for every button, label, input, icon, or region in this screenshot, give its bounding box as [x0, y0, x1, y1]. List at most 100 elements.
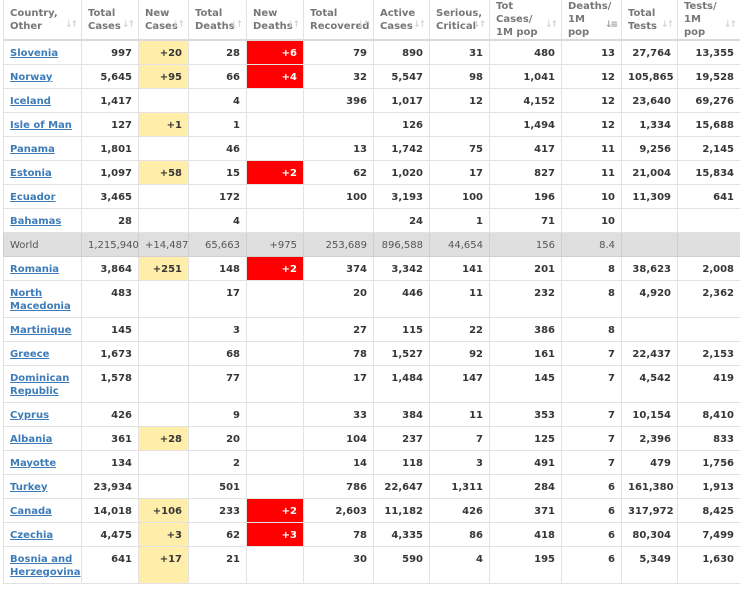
column-header-total-cases[interactable]: Total Cases ↓↑ — [81, 0, 139, 41]
country-link[interactable]: Czechia — [10, 529, 54, 541]
country-link[interactable]: Cyprus — [10, 409, 50, 421]
header-label-line1: New — [253, 7, 278, 19]
cell-country: Isle of Man — [3, 112, 82, 137]
sort-icon[interactable]: ↓↑ — [64, 20, 78, 30]
cell-new-cases — [138, 280, 189, 318]
country-link[interactable]: Canada — [10, 505, 52, 517]
cell-tests-per-1m: 2,153 — [677, 341, 740, 366]
cell-active-cases: 115 — [373, 317, 430, 342]
country-link[interactable]: Turkey — [10, 481, 48, 493]
cell-deaths-per-1m: 12 — [561, 112, 622, 137]
cell-new-deaths: +2 — [246, 498, 304, 523]
cell-active-cases: 896,588 — [373, 232, 430, 257]
cell-new-cases: +58 — [138, 160, 189, 185]
cell-new-cases: +251 — [138, 256, 189, 281]
sort-icon[interactable]: ↓↑ — [412, 20, 426, 30]
cell-serious-critical: 11 — [429, 280, 490, 318]
column-header-total-deaths[interactable]: Total Deaths ↓↑ — [188, 0, 247, 41]
sort-icon[interactable]: ↓↑ — [286, 20, 300, 30]
column-header-total-recovered[interactable]: Total Recovered ↓↑ — [303, 0, 374, 41]
header-label-line2: Cases — [380, 20, 413, 32]
column-header-total-tests[interactable]: Total Tests ↓↑ — [621, 0, 678, 41]
country-link[interactable]: Norway — [10, 71, 53, 83]
cell-deaths-per-1m: 6 — [561, 546, 622, 584]
country-link[interactable]: Slovenia — [10, 48, 59, 59]
cell-tests-per-1m: 19,528 — [677, 64, 740, 89]
country-link[interactable]: Bahamas — [10, 215, 62, 227]
cell-total-recovered: 32 — [303, 64, 374, 89]
sort-icon[interactable]: ↓↑ — [660, 20, 674, 30]
table-body: Slovenia 997 +20 28 +6 79 890 31 480 13 27,764 13,3… — [3, 40, 740, 584]
country-link[interactable]: Iceland — [10, 95, 51, 107]
cell-deaths-per-1m: 12 — [561, 64, 622, 89]
cell-total-deaths: 28 — [188, 40, 247, 65]
cell-new-deaths — [246, 341, 304, 366]
cell-new-deaths — [246, 474, 304, 499]
cell-total-cases: 361 — [81, 426, 139, 451]
cell-tests-per-1m: 13,355 — [677, 40, 740, 65]
cell-total-cases: 997 — [81, 40, 139, 65]
cell-deaths-per-1m: 6 — [561, 522, 622, 547]
country-link[interactable]: Romania — [10, 263, 60, 275]
cell-total-tests: 4,920 — [621, 280, 678, 318]
column-header-new-deaths[interactable]: New Deaths ↓↑ — [246, 0, 304, 41]
cell-total-tests: 2,396 — [621, 426, 678, 451]
column-header-serious-critical[interactable]: Serious, Critical ↓↑ — [429, 0, 490, 41]
country-link[interactable]: Isle of Man — [10, 119, 72, 131]
sort-icon[interactable]: ↓↑ — [356, 20, 370, 30]
sort-icon[interactable]: ↓↑ — [121, 20, 135, 30]
cell-serious-critical: 86 — [429, 522, 490, 547]
country-link[interactable]: Ecuador — [10, 191, 56, 203]
cell-cases-per-1m: 161 — [489, 341, 562, 366]
column-header-tests-per-1m[interactable]: Tests/1M pop ↓↑ — [677, 0, 740, 41]
cell-cases-per-1m: 371 — [489, 498, 562, 523]
country-link[interactable]: Panama — [10, 143, 55, 155]
sort-desc-active-icon[interactable]: ↓≡ — [604, 20, 618, 30]
sort-icon[interactable]: ↓↑ — [171, 20, 185, 30]
country-link[interactable]: Greece — [10, 348, 50, 360]
table-row: North Macedonia 483 17 20 446 11 232 8 4,920 2,36… — [3, 280, 740, 318]
sort-icon[interactable]: ↓↑ — [723, 20, 737, 30]
country-link[interactable]: North Macedonia — [10, 287, 71, 312]
column-header-deaths-per-1m[interactable]: Deaths/1M pop ↓≡ — [561, 0, 622, 41]
cell-country: World — [3, 232, 82, 257]
country-link[interactable]: Albania — [10, 433, 53, 445]
cell-cases-per-1m: 125 — [489, 426, 562, 451]
sort-icon[interactable]: ↓↑ — [472, 20, 486, 30]
cell-total-recovered: 104 — [303, 426, 374, 451]
cell-total-tests — [621, 232, 678, 257]
cell-total-deaths: 4 — [188, 88, 247, 113]
cell-total-recovered: 78 — [303, 341, 374, 366]
cell-deaths-per-1m: 7 — [561, 341, 622, 366]
header-label-line1: Tests/ — [684, 1, 717, 12]
cell-new-cases — [138, 450, 189, 475]
header-label-line2: Cases — [88, 20, 121, 32]
column-header-cases-per-1m[interactable]: Tot Cases/1M pop ↓↑ — [489, 0, 562, 41]
cell-total-tests: 9,256 — [621, 136, 678, 161]
country-link[interactable]: Martinique — [10, 324, 72, 336]
cell-new-deaths — [246, 546, 304, 584]
cell-serious-critical: 4 — [429, 546, 490, 584]
country-link[interactable]: Mayotte — [10, 457, 57, 469]
sort-icon[interactable]: ↓↑ — [544, 20, 558, 30]
cell-cases-per-1m: 4,152 — [489, 88, 562, 113]
cell-tests-per-1m: 8,425 — [677, 498, 740, 523]
table-row: Czechia 4,475 +3 62 +3 78 4,335 86 418 6 80,304 7,4… — [3, 522, 740, 547]
column-header-new-cases[interactable]: New Cases ↓↑ — [138, 0, 189, 41]
header-label-line2: Cases — [145, 20, 178, 32]
cell-tests-per-1m — [677, 208, 740, 233]
cell-serious-critical: 22 — [429, 317, 490, 342]
sort-icon[interactable]: ↓↑ — [229, 20, 243, 30]
cell-deaths-per-1m: 7 — [561, 402, 622, 427]
cell-total-deaths: 15 — [188, 160, 247, 185]
cell-total-recovered: 78 — [303, 522, 374, 547]
cell-serious-critical: 31 — [429, 40, 490, 65]
country-link[interactable]: Bosnia and Herzegovina — [10, 553, 81, 578]
cell-cases-per-1m: 1,041 — [489, 64, 562, 89]
cell-total-deaths: 62 — [188, 522, 247, 547]
column-header-country[interactable]: Country, Other ↓↑ — [3, 0, 82, 41]
cell-tests-per-1m: 419 — [677, 365, 740, 403]
country-link[interactable]: Estonia — [10, 167, 52, 179]
column-header-active-cases[interactable]: Active Cases ↓↑ — [373, 0, 430, 41]
country-link[interactable]: Dominican Republic — [10, 372, 70, 397]
